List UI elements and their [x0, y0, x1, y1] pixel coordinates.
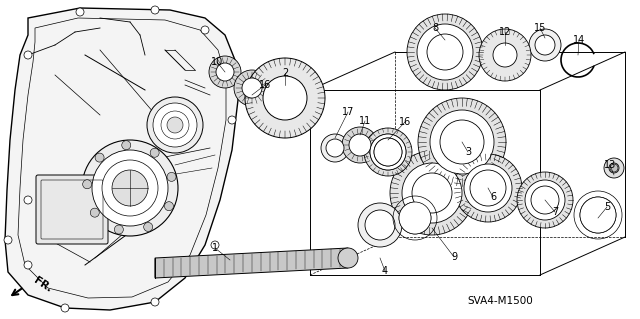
Text: 16: 16	[399, 117, 411, 127]
Circle shape	[454, 154, 522, 222]
Text: 15: 15	[534, 23, 546, 33]
Text: 2: 2	[282, 68, 288, 78]
Text: 17: 17	[342, 107, 354, 117]
Circle shape	[150, 148, 159, 157]
Text: 7: 7	[552, 207, 558, 217]
Text: 11: 11	[359, 116, 371, 126]
Circle shape	[115, 225, 124, 234]
Circle shape	[430, 110, 494, 174]
Circle shape	[342, 127, 378, 163]
Circle shape	[245, 58, 325, 138]
Text: 9: 9	[451, 252, 457, 262]
Circle shape	[76, 8, 84, 16]
Text: 6: 6	[490, 192, 496, 202]
Text: SVA4-M1500: SVA4-M1500	[467, 296, 532, 306]
Circle shape	[326, 139, 344, 157]
Circle shape	[24, 51, 32, 59]
Text: 8: 8	[432, 23, 438, 33]
Circle shape	[609, 163, 619, 173]
Circle shape	[390, 151, 474, 235]
Circle shape	[147, 97, 203, 153]
Circle shape	[167, 172, 176, 182]
Circle shape	[470, 170, 506, 206]
Circle shape	[263, 76, 307, 120]
Circle shape	[92, 150, 168, 226]
Circle shape	[102, 160, 158, 216]
Circle shape	[529, 29, 561, 61]
Text: 12: 12	[499, 27, 511, 37]
Circle shape	[402, 163, 462, 223]
Circle shape	[525, 180, 565, 220]
Circle shape	[358, 203, 402, 247]
Circle shape	[407, 14, 483, 90]
Circle shape	[24, 261, 32, 269]
Text: 5: 5	[604, 202, 610, 212]
Circle shape	[161, 111, 189, 139]
Circle shape	[216, 63, 234, 81]
Circle shape	[349, 134, 371, 156]
Circle shape	[535, 35, 555, 55]
Circle shape	[24, 196, 32, 204]
Circle shape	[201, 26, 209, 34]
Circle shape	[83, 180, 92, 189]
Circle shape	[234, 70, 270, 106]
Circle shape	[151, 6, 159, 14]
Circle shape	[82, 140, 178, 236]
Circle shape	[604, 158, 624, 178]
Circle shape	[321, 134, 349, 162]
Circle shape	[112, 170, 148, 206]
Circle shape	[242, 78, 262, 98]
Circle shape	[399, 202, 431, 234]
Polygon shape	[5, 8, 238, 310]
Circle shape	[417, 24, 473, 80]
Circle shape	[405, 208, 425, 228]
Circle shape	[90, 208, 99, 217]
Circle shape	[338, 248, 358, 268]
Circle shape	[399, 202, 431, 234]
FancyBboxPatch shape	[36, 175, 108, 244]
Text: 14: 14	[573, 35, 585, 45]
Circle shape	[209, 56, 241, 88]
Circle shape	[4, 236, 12, 244]
Text: FR.: FR.	[32, 276, 54, 294]
Circle shape	[365, 210, 395, 240]
Circle shape	[580, 197, 616, 233]
Circle shape	[418, 98, 506, 186]
Circle shape	[122, 141, 131, 150]
Circle shape	[211, 241, 219, 249]
Polygon shape	[155, 248, 348, 278]
Circle shape	[586, 203, 610, 227]
Circle shape	[374, 138, 402, 166]
Circle shape	[167, 117, 183, 133]
Text: 4: 4	[382, 266, 388, 276]
Circle shape	[412, 173, 452, 213]
Circle shape	[427, 34, 463, 70]
Text: 1: 1	[212, 243, 218, 253]
Text: 3: 3	[465, 147, 471, 157]
Circle shape	[153, 103, 197, 147]
Circle shape	[580, 197, 616, 233]
Circle shape	[228, 116, 236, 124]
Circle shape	[374, 138, 402, 166]
Text: 16: 16	[259, 80, 271, 90]
Circle shape	[143, 222, 153, 232]
Circle shape	[440, 120, 484, 164]
Circle shape	[610, 164, 618, 172]
Circle shape	[517, 172, 573, 228]
Circle shape	[464, 164, 512, 212]
Circle shape	[370, 134, 406, 170]
Circle shape	[493, 43, 517, 67]
Text: 10: 10	[211, 57, 223, 67]
Circle shape	[95, 153, 104, 162]
Circle shape	[164, 202, 173, 211]
Circle shape	[531, 186, 559, 214]
Circle shape	[151, 298, 159, 306]
Circle shape	[364, 128, 412, 176]
Circle shape	[61, 304, 69, 312]
Circle shape	[479, 29, 531, 81]
Text: 13: 13	[604, 160, 616, 170]
